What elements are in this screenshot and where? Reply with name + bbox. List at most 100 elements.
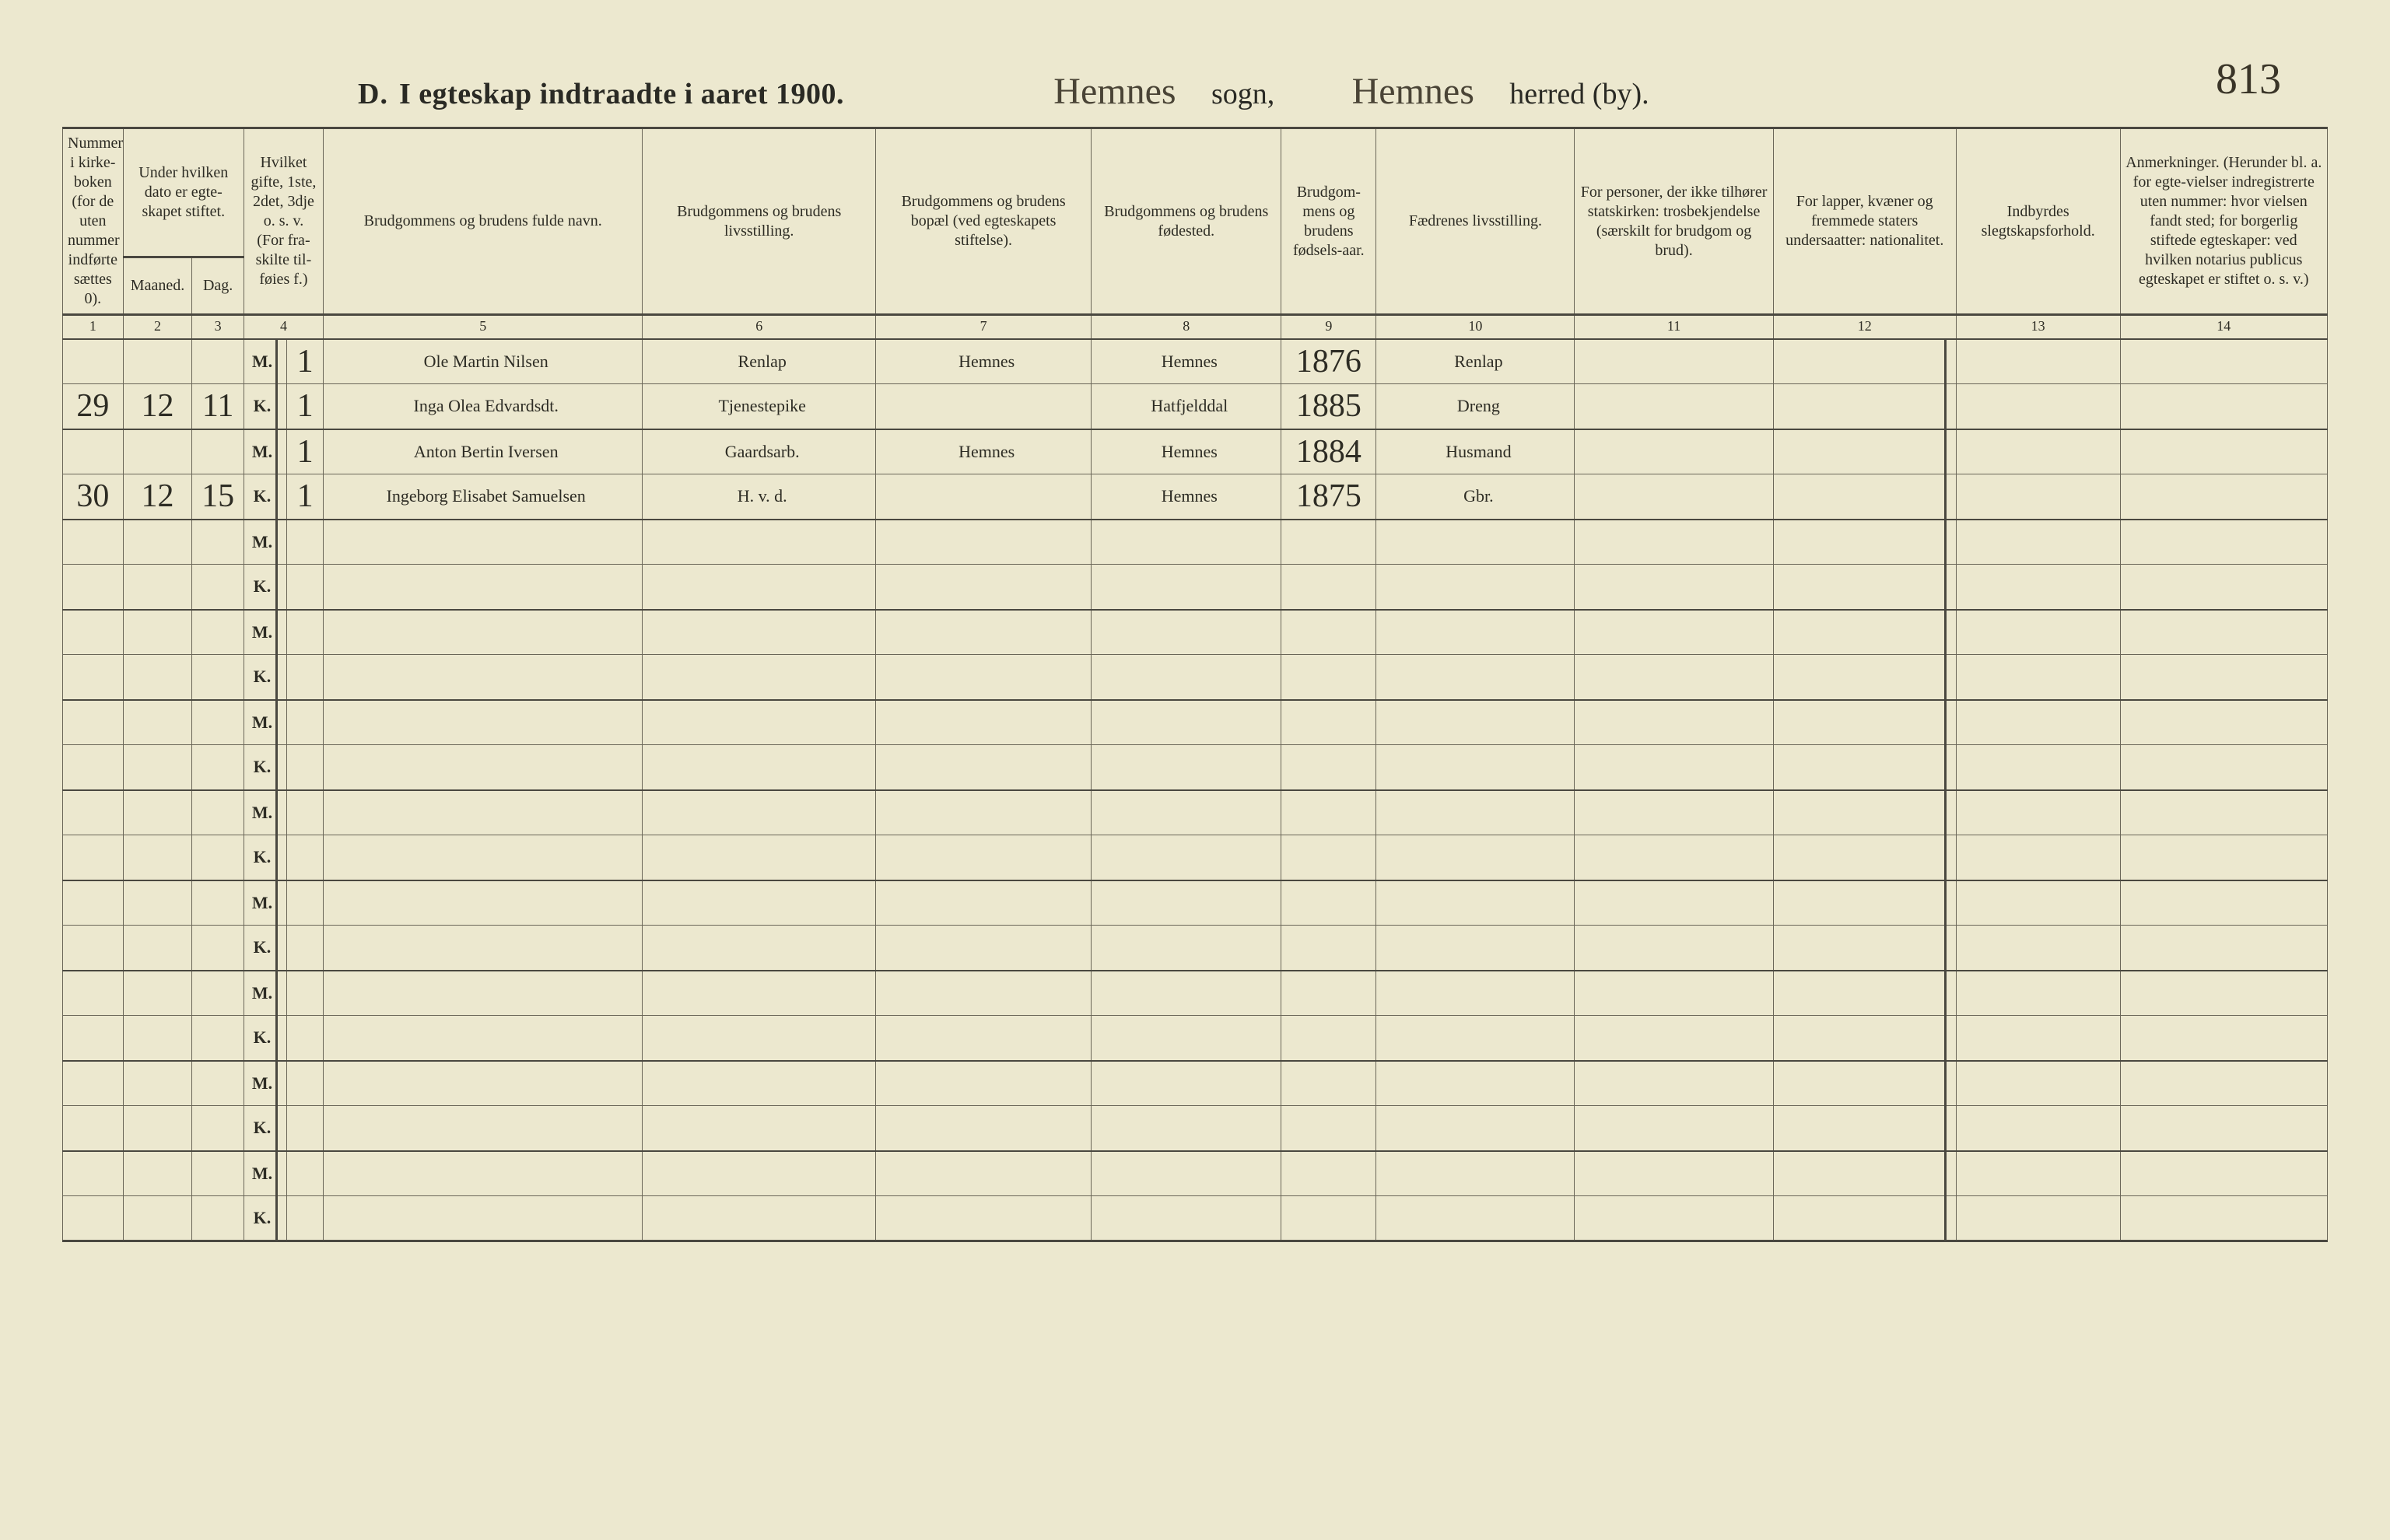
cell-c4-gifte (287, 1106, 324, 1151)
cell-c5: Anton Bertin Iversen (323, 429, 642, 474)
cell-c6 (643, 655, 876, 700)
cell-c9 (1281, 1151, 1376, 1196)
cell-c6 (643, 880, 876, 926)
cell-c12-bar (1946, 1196, 1956, 1241)
cell-c9 (1281, 1016, 1376, 1061)
cell-c9 (1281, 790, 1376, 835)
cell-c10 (1376, 1016, 1575, 1061)
cell-c2 (123, 1196, 192, 1241)
title-year-struck: 0 (806, 78, 822, 110)
cell-c4-gifte (287, 1196, 324, 1241)
cell-c1 (63, 700, 124, 745)
cell-c1 (63, 880, 124, 926)
table-body: M.1Ole Martin NilsenRenlapHemnesHemnes18… (63, 339, 2328, 1241)
cell-c5 (323, 926, 642, 971)
hdr-c11: For personer, der ikke tilhører statskir… (1575, 128, 1773, 315)
cell-c3 (192, 745, 244, 790)
cell-c9 (1281, 1196, 1376, 1241)
table-row: K. (63, 835, 2328, 880)
cell-c10 (1376, 971, 1575, 1016)
colnum-6: 6 (643, 315, 876, 339)
cell-c4-mk: M. (244, 610, 276, 655)
cell-c12 (1773, 339, 1946, 384)
cell-c10 (1376, 700, 1575, 745)
cell-c11 (1575, 926, 1773, 971)
cell-c10 (1376, 655, 1575, 700)
cell-c5 (323, 610, 642, 655)
cell-c11 (1575, 1061, 1773, 1106)
cell-c4-bar (277, 1151, 287, 1196)
table-row: M. (63, 790, 2328, 835)
cell-c4-gifte (287, 1061, 324, 1106)
cell-c12-bar (1946, 474, 1956, 520)
cell-c4-bar (277, 1016, 287, 1061)
cell-c3 (192, 971, 244, 1016)
colnum-row: 1 2 3 4 5 6 7 8 9 10 11 12 13 14 (63, 315, 2328, 339)
hdr-c13: Indbyrdes slegtskapsforhold. (1956, 128, 2120, 315)
cell-c13 (1956, 384, 2120, 429)
cell-c4-mk: K. (244, 565, 276, 610)
cell-c5 (323, 1106, 642, 1151)
cell-c2 (123, 700, 192, 745)
cell-c10 (1376, 1151, 1575, 1196)
cell-c12 (1773, 880, 1946, 926)
cell-c3 (192, 835, 244, 880)
cell-c4-bar (277, 520, 287, 565)
cell-c10 (1376, 565, 1575, 610)
cell-c9 (1281, 655, 1376, 700)
hdr-c2: Maaned. (123, 257, 192, 315)
cell-c5 (323, 1151, 642, 1196)
colnum-1: 1 (63, 315, 124, 339)
table-row: M.1Anton Bertin IversenGaardsarb.HemnesH… (63, 429, 2328, 474)
cell-c7 (875, 1016, 1091, 1061)
cell-c4-bar (277, 610, 287, 655)
cell-c2 (123, 655, 192, 700)
cell-c4-mk: M. (244, 790, 276, 835)
cell-c9: 1885 (1281, 384, 1376, 429)
cell-c8 (1092, 565, 1281, 610)
cell-c8: Hemnes (1092, 339, 1281, 384)
cell-c9 (1281, 880, 1376, 926)
cell-c10 (1376, 1196, 1575, 1241)
cell-c2 (123, 880, 192, 926)
cell-c4-gifte (287, 926, 324, 971)
cell-c4-gifte (287, 790, 324, 835)
colnum-12: 12 (1773, 315, 1956, 339)
cell-c12 (1773, 745, 1946, 790)
cell-c8 (1092, 1151, 1281, 1196)
cell-c7 (875, 880, 1091, 926)
cell-c4-bar (277, 880, 287, 926)
cell-c3 (192, 1151, 244, 1196)
cell-c7 (875, 384, 1091, 429)
cell-c7 (875, 926, 1091, 971)
cell-c1 (63, 429, 124, 474)
cell-c4-gifte (287, 835, 324, 880)
cell-c13 (1956, 926, 2120, 971)
title-main: I egteskap indtraadte i aaret 1900. (399, 77, 844, 111)
ledger-table: Nummer i kirke-boken (for de uten nummer… (62, 127, 2328, 1242)
cell-c6 (643, 610, 876, 655)
cell-c12 (1773, 655, 1946, 700)
cell-c8 (1092, 520, 1281, 565)
hdr-c6: Brudgommens og brudens livsstilling. (643, 128, 876, 315)
cell-c4-bar (277, 565, 287, 610)
cell-c14 (2120, 790, 2327, 835)
cell-c11 (1575, 745, 1773, 790)
ledger-page: 813 D. I egteskap indtraadte i aaret 190… (0, 0, 2390, 1540)
cell-c14 (2120, 1106, 2327, 1151)
cell-c1 (63, 1016, 124, 1061)
cell-c12 (1773, 1016, 1946, 1061)
hdr-c9: Brudgom-mens og brudens fødsels-aar. (1281, 128, 1376, 315)
cell-c9 (1281, 700, 1376, 745)
cell-c4-gifte (287, 880, 324, 926)
cell-c7 (875, 1151, 1091, 1196)
cell-c14 (2120, 1061, 2327, 1106)
cell-c2 (123, 429, 192, 474)
cell-c5 (323, 790, 642, 835)
cell-c10: Husmand (1376, 429, 1575, 474)
cell-c3 (192, 339, 244, 384)
cell-c4-mk: K. (244, 745, 276, 790)
cell-c1: 30 (63, 474, 124, 520)
colnum-13: 13 (1956, 315, 2120, 339)
cell-c12-bar (1946, 520, 1956, 565)
